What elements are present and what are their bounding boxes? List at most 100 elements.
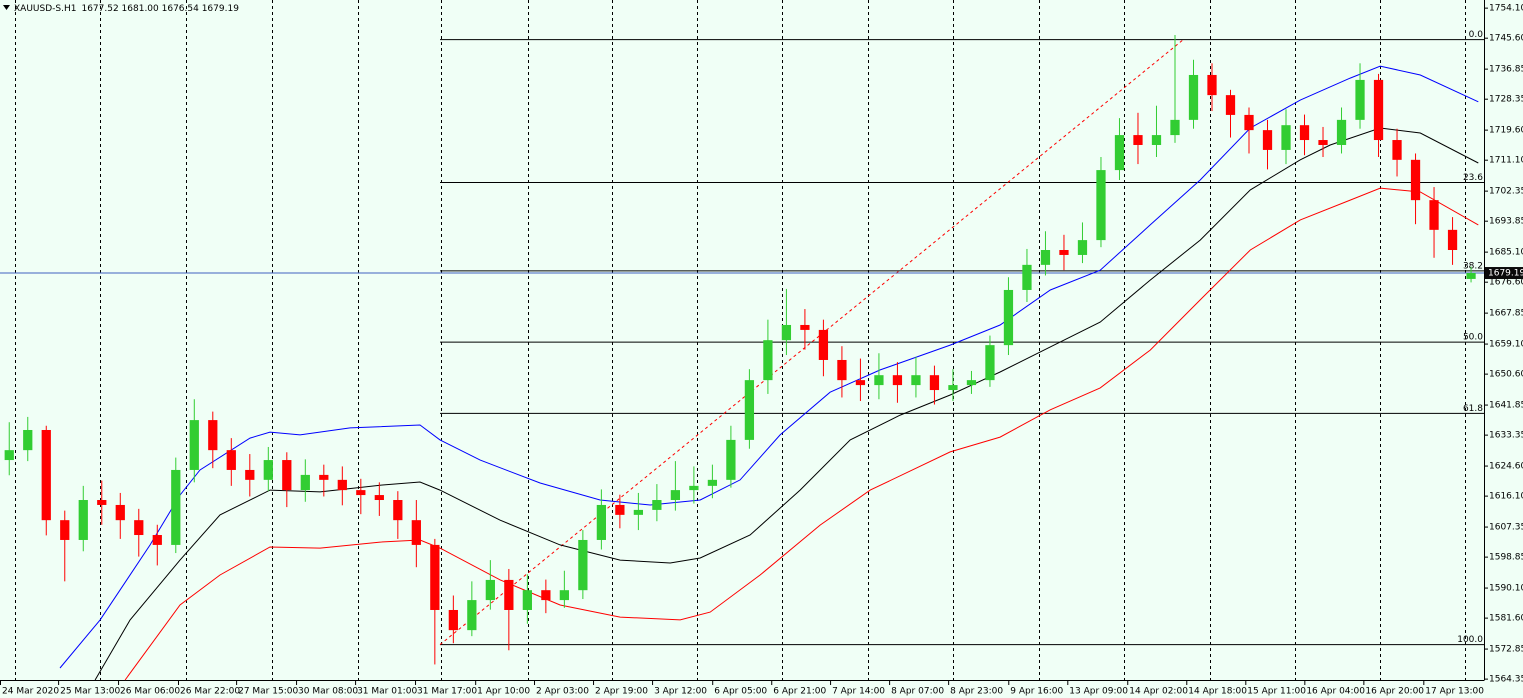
candle-body [208, 420, 218, 451]
symbol-menu-arrow[interactable] [3, 5, 10, 10]
candle-body [985, 345, 995, 381]
y-tick-label: 1702.35 [1489, 187, 1523, 197]
x-tick-label: 8 Apr 23:00 [950, 687, 1003, 697]
candle-body [929, 375, 940, 391]
candle-body [689, 485, 699, 491]
x-tick-label: 26 Mar 22:00 [180, 687, 240, 697]
y-tick-label: 1650.60 [1489, 370, 1523, 380]
candle-body [911, 375, 921, 386]
y-tick-label: 1728.35 [1489, 95, 1523, 105]
y-tick-label: 1633.35 [1489, 431, 1523, 441]
candle-body [633, 509, 644, 515]
candle-body [393, 500, 403, 521]
candle-body [744, 380, 755, 440]
candle-body [1151, 135, 1162, 145]
candle-body [541, 590, 551, 601]
candle-body [1003, 289, 1014, 346]
candle-body [559, 590, 569, 601]
candle-body [356, 490, 366, 496]
candle-body [1299, 125, 1310, 141]
y-tick-label: 1572.85 [1489, 645, 1523, 655]
candle-body [1059, 250, 1069, 255]
candle-body [430, 544, 440, 610]
candle-body [337, 479, 347, 491]
candle-body [818, 329, 829, 360]
fibo-trend-line [439, 39, 1184, 646]
fibo-level-label: 38.2 [1463, 261, 1483, 271]
x-tick-label: 13 Apr 09:00 [1069, 687, 1128, 697]
candle-body [763, 340, 773, 381]
candle-body [134, 520, 144, 536]
x-tick-label: 3 Apr 12:00 [654, 687, 707, 697]
candle-body [448, 609, 458, 631]
candle-body [1133, 135, 1143, 145]
candle-body [1170, 119, 1180, 136]
candle-body [707, 479, 718, 486]
candle-body [1040, 250, 1051, 265]
ohlc-info: 1677.52 1681.00 1676.54 1679.19 [81, 4, 239, 14]
candle-body [1225, 95, 1236, 115]
candle-body [652, 500, 662, 510]
candle-body [578, 539, 588, 591]
fibo-level-label: 100.0 [1457, 635, 1483, 645]
x-tick-label: 31 Mar 01:00 [357, 687, 417, 697]
candle-body [670, 490, 681, 501]
candle-body [596, 504, 606, 540]
candle-body [1114, 135, 1125, 171]
candle-body [411, 520, 421, 545]
candle-body [1281, 125, 1291, 150]
x-tick-label: 2 Apr 03:00 [536, 687, 589, 697]
x-tick-label: 7 Apr 14:00 [832, 687, 885, 697]
y-tick-label: 1581.60 [1489, 614, 1523, 624]
y-tick-label: 1693.85 [1489, 217, 1523, 227]
y-tick-label: 1598.85 [1489, 553, 1523, 563]
candle-body [1096, 170, 1106, 241]
candle-body [41, 429, 51, 521]
candle-body [1355, 79, 1365, 120]
y-tick-label: 1685.10 [1489, 248, 1523, 258]
y-tick-label: 1711.10 [1489, 156, 1523, 166]
candle-body [874, 375, 884, 386]
period-separators [15, 0, 1466, 680]
x-tick-label: 14 Apr 02:00 [1129, 687, 1188, 697]
fibo-level-label: 61.8 [1463, 404, 1483, 414]
candle-body [78, 500, 88, 540]
candle-body [615, 504, 625, 515]
candle-body [245, 469, 255, 480]
y-tick-label: 1736.85 [1489, 65, 1523, 75]
moving-average-line [94, 127, 1479, 681]
candle-body [60, 520, 70, 540]
moving-average-line [124, 187, 1479, 681]
x-tick-label: 9 Apr 16:00 [1010, 687, 1063, 697]
y-tick-label: 1641.85 [1489, 401, 1523, 411]
candle-body [115, 504, 125, 521]
symbol: XAUUSD-S.H1 [14, 4, 76, 14]
y-tick-label: 1667.85 [1489, 309, 1523, 319]
candle-body [226, 450, 236, 470]
current-price-box [1485, 267, 1523, 280]
candle-body [1392, 140, 1402, 160]
fibo-level-label: 0.0 [1469, 30, 1484, 40]
x-tick-label: 1 Apr 10:00 [477, 687, 530, 697]
candle-body [1244, 114, 1254, 131]
candle-body [892, 375, 903, 386]
candle-body [263, 460, 273, 480]
x-tick-label: 27 Mar 15:00 [238, 687, 298, 697]
candle-body [171, 469, 181, 545]
x-tick-label: 16 Apr 20:00 [1365, 687, 1424, 697]
x-tick-label: 6 Apr 21:00 [773, 687, 826, 697]
y-tick-label: 1719.60 [1489, 126, 1523, 136]
x-tick-label: 24 Mar 2020 [2, 687, 59, 697]
candle-body [1410, 159, 1421, 201]
candle-body [152, 535, 162, 545]
candle-body [1318, 140, 1328, 145]
candle-body [97, 500, 107, 505]
y-tick-label: 1659.10 [1489, 340, 1523, 350]
moving-average-line [59, 65, 1479, 669]
candle-body [781, 324, 792, 341]
candle-body [467, 600, 477, 631]
x-tick-label: 8 Apr 07:00 [891, 687, 944, 697]
